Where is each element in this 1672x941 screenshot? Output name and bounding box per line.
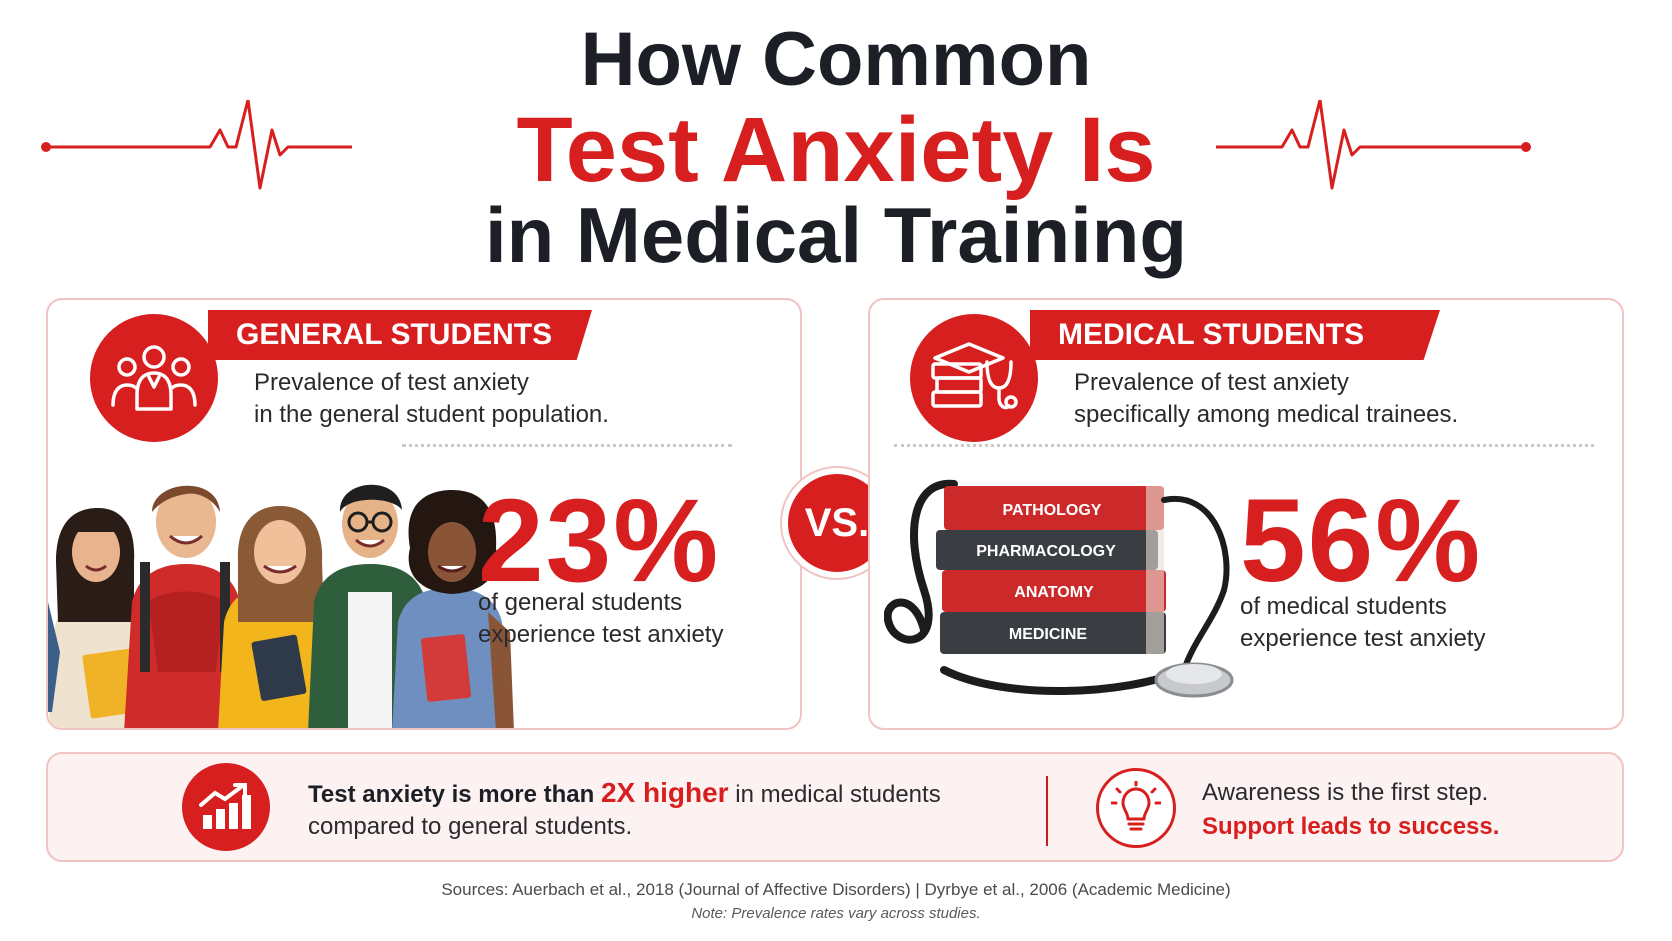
summary-left-highlight: 2X higher — [600, 777, 729, 808]
summary-right-line-2: Support leads to success. — [1202, 813, 1500, 840]
students-illustration — [48, 484, 514, 728]
general-students-card: GENERAL STUDENTS Prevalence of test anxi… — [46, 298, 802, 730]
divider-dots — [402, 444, 732, 447]
medical-description-line-2: specifically among medical trainees. — [1074, 401, 1459, 428]
general-stat-value: 23% — [478, 475, 721, 607]
summary-left-bold: Test anxiety is more than — [308, 781, 595, 808]
summary-right-line-1: Awareness is the first step. — [1202, 779, 1489, 806]
student-figure — [392, 490, 514, 728]
students-group-icon — [90, 314, 218, 442]
general-description-line-1: Prevalence of test anxiety — [254, 369, 529, 396]
growth-chart-icon — [182, 763, 270, 851]
summary-left-rest: in medical students — [735, 781, 941, 808]
book-label-pathology: PATHOLOGY — [1003, 502, 1102, 519]
general-description-line-2: in the general student population. — [254, 401, 609, 428]
medical-description-line-1: Prevalence of test anxiety — [1074, 369, 1349, 396]
medical-students-card: MEDICAL STUDENTS Prevalence of test anxi… — [868, 298, 1624, 730]
medical-stat-value: 56% — [1240, 475, 1483, 607]
ekg-line-right-icon — [1216, 100, 1531, 190]
title-line-1: How Common — [580, 17, 1092, 102]
general-stat-caption-line-1: of general students — [478, 589, 683, 616]
summary-left-line-2: compared to general students. — [308, 813, 633, 840]
book-label-medicine: MEDICINE — [1009, 626, 1088, 643]
divider-dots — [894, 444, 1594, 447]
lightbulb-icon — [1096, 768, 1176, 848]
general-stat-caption-line-2: experience test anxiety — [478, 621, 724, 648]
medical-stat-caption-line-1: of medical students — [1240, 593, 1447, 620]
sources-text: Sources: Auerbach et al., 2018 (Journal … — [441, 880, 1231, 899]
book-label-anatomy: ANATOMY — [1014, 584, 1094, 601]
general-students-heading: GENERAL STUDENTS — [208, 310, 592, 360]
book-label-pharmacology: PHARMACOLOGY — [976, 543, 1116, 560]
title-line-3: in Medical Training — [484, 191, 1188, 279]
title-line-2: Test Anxiety Is — [516, 99, 1156, 201]
medical-stat-caption-line-2: experience test anxiety — [1240, 625, 1486, 652]
student-figure — [48, 508, 142, 728]
student-figure — [124, 485, 246, 728]
books-stethoscope-icon — [910, 314, 1038, 442]
summary-band — [46, 752, 1624, 862]
summary-divider — [1046, 776, 1048, 846]
student-figure — [218, 506, 336, 728]
medical-books-illustration: PATHOLOGY PHARMACOLOGY ANATOMY MEDICINE — [884, 479, 1234, 698]
book-stack — [936, 486, 1166, 654]
ekg-line-left-icon — [41, 100, 352, 190]
note-text: Note: Prevalence rates vary across studi… — [691, 905, 981, 922]
summary-left-line-1: Test anxiety is more than 2X higher in m… — [308, 776, 941, 812]
medical-students-heading: MEDICAL STUDENTS — [1030, 310, 1440, 360]
